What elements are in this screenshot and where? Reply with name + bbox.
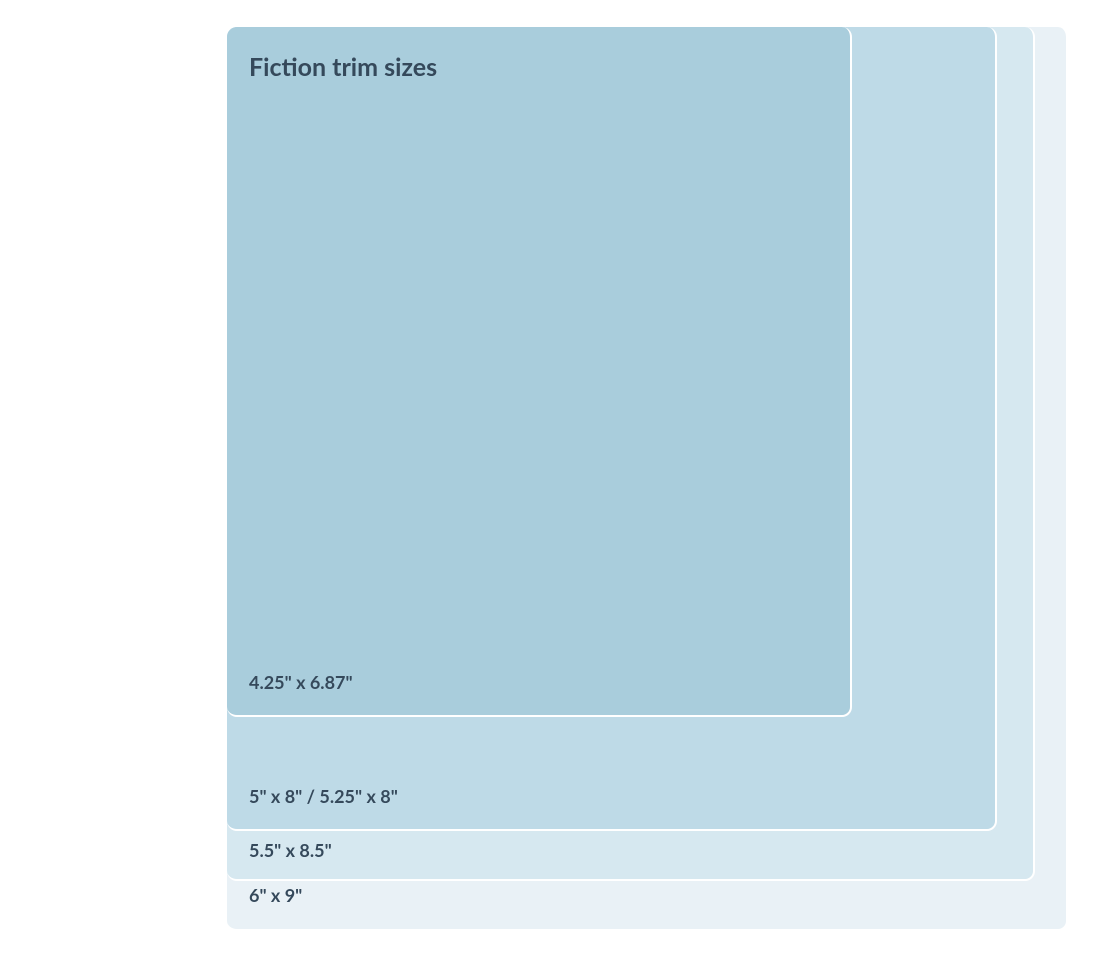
trim-rect-4-25x6-87: 4.25" x 6.87" Fiction trim sizes	[227, 27, 852, 717]
diagram-title: Fiction trim sizes	[249, 52, 437, 82]
trim-label-5-5x8-5: 5.5" x 8.5"	[249, 839, 332, 861]
trim-label-6x9: 6" x 9"	[249, 884, 302, 906]
trim-label-5x8: 5" x 8" / 5.25" x 8"	[249, 785, 398, 807]
trim-label-4-25x6-87: 4.25" x 6.87"	[249, 671, 353, 693]
